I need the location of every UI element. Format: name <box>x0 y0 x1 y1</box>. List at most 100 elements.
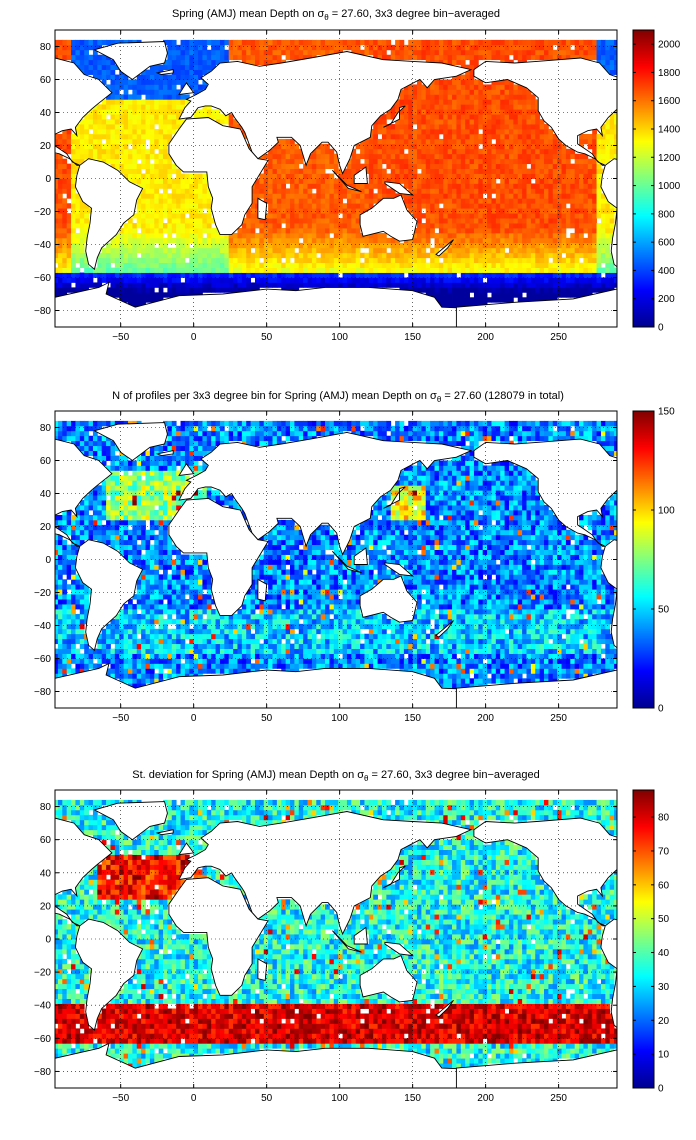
heatmap-cell <box>491 129 497 135</box>
heatmap-cell <box>417 94 422 100</box>
heatmap-cell <box>500 282 505 288</box>
heatmap-cell <box>136 247 142 254</box>
heatmap-cell <box>412 39 418 46</box>
heatmap-cell <box>55 163 59 169</box>
colorbar-tick-label: 600 <box>658 238 675 249</box>
heatmap-cell <box>246 247 252 254</box>
heatmap-cell <box>377 257 383 264</box>
heatmap-cell <box>504 84 510 90</box>
heatmap-cell <box>281 153 287 160</box>
heatmap-cell <box>329 44 335 51</box>
heatmap-cell <box>425 287 431 293</box>
heatmap-cell <box>193 242 199 249</box>
heatmap-cell <box>469 124 475 130</box>
heatmap-cell <box>259 49 265 56</box>
heatmap-cell <box>325 247 330 254</box>
heatmap-cell <box>482 153 488 160</box>
heatmap-cell <box>132 232 138 239</box>
heatmap-cell <box>614 138 617 145</box>
heatmap-cell <box>368 133 374 140</box>
heatmap-cell <box>136 109 142 115</box>
heatmap-cell <box>84 272 89 278</box>
heatmap-cell <box>513 178 519 184</box>
heatmap-cell <box>587 223 593 229</box>
heatmap-cell <box>163 64 168 70</box>
heatmap-cell <box>55 425 59 432</box>
heatmap-cell <box>469 69 475 75</box>
heatmap-cell <box>97 138 103 145</box>
heatmap-cell <box>478 292 484 298</box>
land-shape <box>178 82 195 95</box>
heatmap-cell <box>189 198 195 204</box>
heatmap-cell <box>438 148 444 155</box>
heatmap-cell <box>561 183 567 189</box>
heatmap-cell <box>158 208 164 214</box>
heatmap-cell <box>443 208 449 214</box>
heatmap-cell <box>491 228 497 234</box>
heatmap-cell <box>430 158 435 165</box>
heatmap-cell <box>71 594 76 600</box>
heatmap-cell <box>605 262 611 268</box>
heatmap-cell <box>154 178 160 184</box>
heatmap-cell <box>62 277 68 283</box>
heatmap-cell <box>298 267 304 273</box>
heatmap-cell <box>508 109 514 115</box>
heatmap-cell <box>154 69 160 75</box>
heatmap-cell <box>390 104 396 110</box>
heatmap-cell <box>55 628 59 635</box>
heatmap-cell <box>215 44 221 51</box>
heatmap-cell <box>62 549 68 555</box>
heatmap-cell <box>473 94 479 100</box>
heatmap-cell <box>171 129 177 135</box>
heatmap-cell <box>167 228 173 234</box>
heatmap-cell <box>180 228 186 234</box>
heatmap-cell <box>211 242 216 249</box>
heatmap-cell <box>294 208 300 214</box>
heatmap-cell <box>482 124 488 130</box>
heatmap-cell <box>333 228 339 234</box>
heatmap-cell <box>268 198 273 204</box>
heatmap-cell <box>355 198 361 204</box>
heatmap-cell <box>254 282 260 288</box>
heatmap-cell <box>189 203 195 209</box>
heatmap-cell <box>377 262 383 268</box>
heatmap-cell <box>259 44 265 51</box>
heatmap-cell <box>425 109 431 115</box>
heatmap-cell <box>163 242 168 249</box>
heatmap-cell <box>469 49 475 56</box>
heatmap-cell <box>66 653 72 659</box>
heatmap-cell <box>517 267 523 273</box>
heatmap-cell <box>526 109 532 115</box>
heatmap-cell <box>355 247 361 254</box>
heatmap-cell <box>399 262 405 268</box>
heatmap-cell <box>530 119 536 125</box>
heatmap-cell <box>368 153 374 160</box>
heatmap-cell <box>66 218 72 224</box>
heatmap-cell <box>329 153 335 160</box>
heatmap-cell <box>473 44 479 51</box>
heatmap-cell <box>158 252 164 259</box>
heatmap-cell <box>495 252 501 259</box>
heatmap-cell <box>281 188 287 194</box>
land-shape <box>178 51 473 175</box>
heatmap-cell <box>408 257 414 264</box>
heatmap-cell <box>452 129 457 135</box>
heatmap-cell <box>158 138 164 145</box>
heatmap-cell <box>346 272 352 278</box>
heatmap-cell <box>417 49 422 56</box>
heatmap-cell <box>386 242 392 249</box>
heatmap-cell <box>342 173 348 179</box>
heatmap-cell <box>438 138 444 145</box>
heatmap-cell <box>342 39 348 46</box>
heatmap-cell <box>263 223 269 229</box>
heatmap-cell <box>579 178 584 184</box>
heatmap-cell <box>92 64 98 70</box>
heatmap-cell <box>75 138 81 145</box>
heatmap-cell <box>351 163 357 169</box>
heatmap-cell <box>149 297 155 303</box>
colorbar-tick-label: 1400 <box>658 125 681 136</box>
heatmap-cell <box>75 39 81 46</box>
heatmap-cell <box>184 198 190 204</box>
heatmap-cell <box>596 247 602 254</box>
